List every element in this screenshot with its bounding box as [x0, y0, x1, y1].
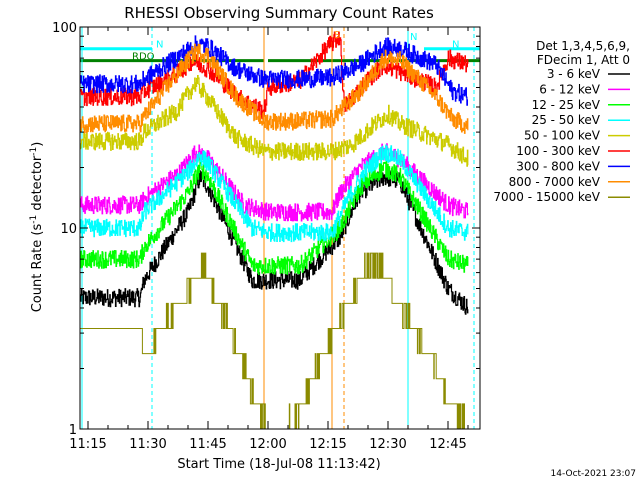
legend-label-5: 50 - 100 keV: [524, 129, 601, 143]
legend: Det 1,3,4,5,6,9, FDecim 1, Att 0 3 - 6 k…: [493, 39, 630, 204]
annotation-3: S: [334, 30, 340, 41]
series-line-8: [79, 43, 469, 134]
legend-label-7: 300 - 800 keV: [516, 159, 600, 173]
legend-header-line-1: Det 1,3,4,5,6,9,: [536, 39, 630, 53]
legend-label-4: 25 - 50 keV: [532, 113, 601, 127]
legend-label-8: 800 - 7000 keV: [509, 175, 601, 189]
annotation-4: N: [410, 32, 417, 43]
x-tick-label-1: 11:15: [69, 437, 106, 452]
y-axis-label-exponent-2: -1: [29, 147, 39, 156]
legend-label-1: 3 - 6 keV: [547, 67, 601, 81]
series-layer: [79, 31, 469, 430]
legend-label-6: 100 - 300 keV: [516, 144, 600, 158]
legend-header-line-2: FDecim 1, Att 0: [537, 53, 630, 67]
annotation-5: N: [452, 40, 459, 51]
series-line-7: [79, 35, 468, 106]
x-tick-label-5: 12:15: [309, 437, 346, 452]
x-tick-label-6: 12:30: [369, 437, 406, 452]
y-axis-label-exponent-1: -1: [29, 215, 39, 224]
legend-label-3: 12 - 25 keV: [532, 98, 601, 112]
axis-layer: 1 10 100 11:15 11:30 11:45 12:00 12:15 12:30 12:4…: [52, 21, 480, 452]
y-axis-label-end: ): [30, 142, 45, 147]
x-tick-label-2: 11:30: [129, 437, 166, 452]
footer-timestamp: 14-Oct-2021 23:07: [551, 469, 636, 479]
x-axis-label: Start Time (18-Jul-08 11:13:42): [177, 457, 380, 472]
y-axis-label-main: Count Rate (s: [30, 224, 45, 313]
series-line-4: [79, 144, 469, 243]
y-tick-label-3: 100: [52, 21, 77, 36]
series-line-6: [79, 31, 469, 120]
legend-label-2: 6 - 12 keV: [539, 82, 601, 96]
chart-title: RHESSI Observing Summary Count Rates: [124, 4, 434, 22]
legend-label-9: 7000 - 15000 keV: [493, 190, 600, 204]
x-tick-label-7: 12:45: [429, 437, 466, 452]
y-tick-label-1: 1: [69, 423, 77, 438]
annotation-2: RDO: [132, 51, 155, 62]
y-tick-label-2: 10: [60, 222, 77, 237]
y-axis-label-middle: detector: [30, 155, 45, 215]
y-axis-label: Count Rate (s-1 detector-1): [29, 142, 45, 313]
series-line-3: [79, 158, 469, 275]
series-line-1: [79, 169, 469, 315]
x-tick-label-4: 12:00: [249, 437, 286, 452]
annotation-1: N: [156, 40, 163, 51]
series-line-5: [79, 75, 469, 167]
x-tick-label-3: 11:45: [189, 437, 226, 452]
